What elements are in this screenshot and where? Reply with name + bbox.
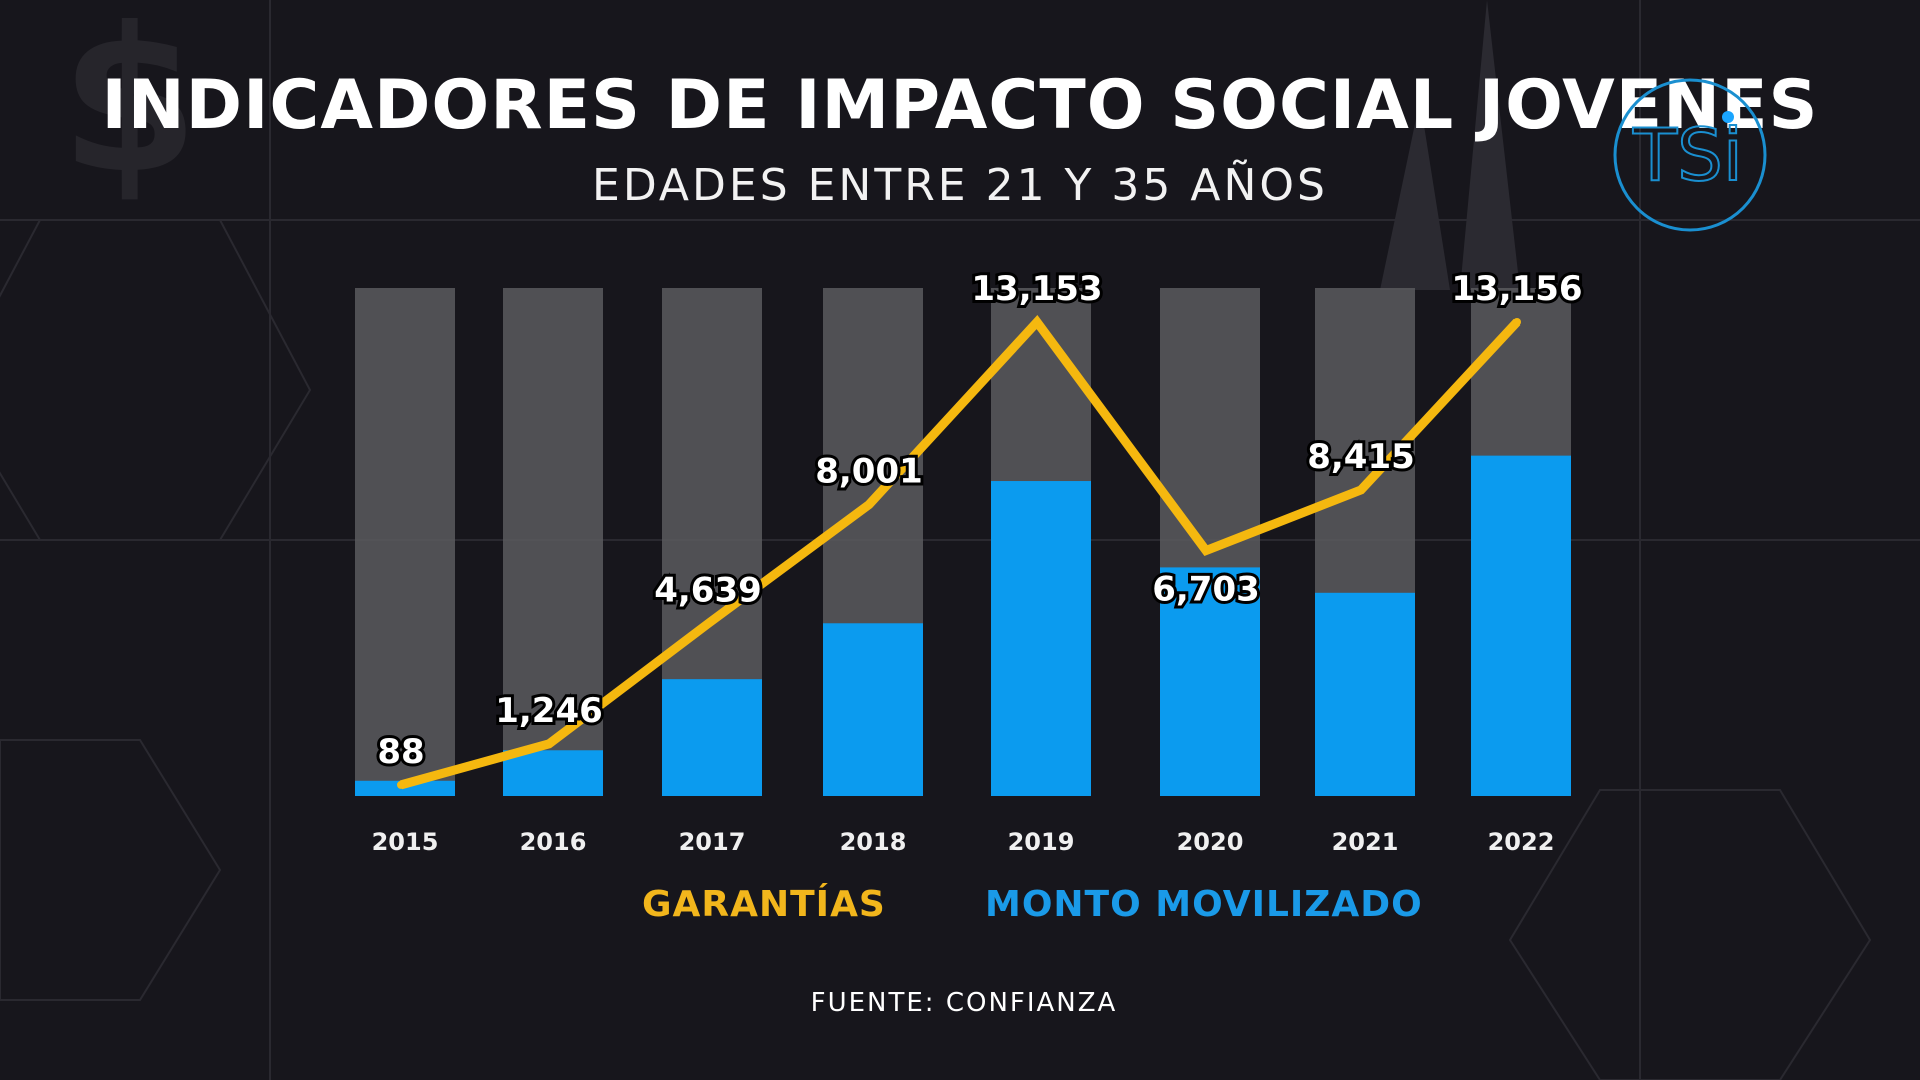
monto-bar-2017 [662,679,762,796]
year-label-2019: 2019 [1008,828,1075,856]
svg-text:$: $ [60,0,199,218]
garantias-point-2017 [704,619,712,628]
garantias-point-2020 [1202,546,1210,555]
monto-bar-2021 [1315,592,1415,796]
year-label-2020: 2020 [1177,828,1244,856]
garantias-point-2021 [1357,485,1365,494]
data-label-2015: 88 [377,732,424,772]
year-label-2018: 2018 [840,828,907,856]
tsi-logo: TSi [1613,78,1767,232]
year-label-2017: 2017 [679,828,746,856]
garantias-point-2022 [1513,318,1521,326]
year-label-2015: 2015 [372,828,439,856]
year-label-2022: 2022 [1488,828,1555,856]
monto-bar-2016 [503,750,603,796]
data-label-2020: 6,703 [1152,570,1260,610]
year-label-2021: 2021 [1332,828,1399,856]
data-label-2017: 4,639 [654,571,762,611]
background-bar-2015 [355,288,455,796]
garantias-point-2015 [397,780,405,789]
garantias-point-2016 [545,739,553,748]
legend-garantias: GARANTÍAS [642,884,886,925]
garantias-point-2019 [1033,318,1041,327]
year-label-2016: 2016 [520,828,587,856]
data-label-2022: 13,156 [1451,269,1582,309]
source-note: FUENTE: CONFIANZA [810,988,1118,1018]
legend-monto-movilizado: MONTO MOVILIZADO [985,884,1423,925]
data-label-2016: 1,246 [495,691,603,731]
monto-bar-2022 [1471,455,1571,796]
monto-bar-2020 [1160,567,1260,796]
chart-title: INDICADORES DE IMPACTO SOCIAL JOVENES [101,66,1819,145]
monto-bar-2019 [991,481,1091,796]
data-label-2021: 8,415 [1307,437,1415,477]
garantias-line [399,315,1521,790]
monto-bar-2018 [823,623,923,796]
data-label-2018: 8,001 [815,452,923,492]
svg-text:TSi: TSi [1632,113,1743,197]
garantias-point-2018 [865,500,873,509]
chart-subtitle: EDADES ENTRE 21 Y 35 AÑOS [592,160,1328,211]
data-label-2019: 13,153 [971,269,1102,309]
